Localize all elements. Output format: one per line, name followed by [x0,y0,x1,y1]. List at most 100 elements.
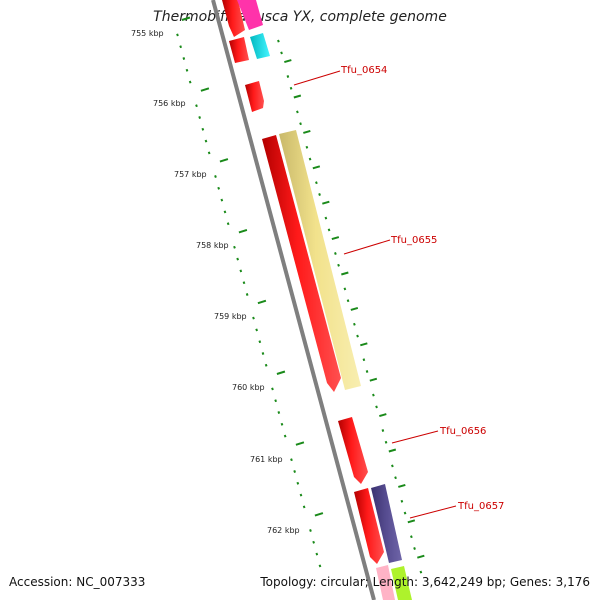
minor-tick [188,80,192,84]
minor-tick [195,104,198,108]
minor-tick [274,399,277,403]
minor-tick [296,110,299,114]
minor-tick [179,45,182,49]
tick-label-group: 755 kbp 756 kbp 757 kbp 758 kbp 759 kbp … [131,29,300,535]
tick-label: 759 kbp [214,312,247,321]
major-tick [322,200,330,205]
minor-tick [214,175,217,178]
tick-ruler [176,16,324,568]
minor-tick [305,145,309,149]
major-tick [200,87,210,92]
leader-line [293,70,341,86]
gene-label-tfu-0655[interactable]: Tfu_0655 [390,235,437,246]
minor-tick [413,547,416,550]
major-tick [284,59,292,64]
major-tick [388,448,397,453]
gene-label-tfu-0656[interactable]: Tfu_0656 [439,426,486,437]
gene-feature[interactable] [250,33,270,59]
minor-tick [255,328,258,332]
gene-feature[interactable] [376,565,395,600]
minor-tick [236,257,239,261]
minor-tick [261,352,265,355]
tick-label: 762 kbp [267,526,300,535]
minor-tick [207,151,211,155]
accession-text: Accession: NC_007333 [9,575,146,589]
gene-feature[interactable] [338,417,368,484]
major-tick [257,299,267,305]
minor-tick [356,334,359,338]
major-tick [276,370,286,375]
minor-tick [375,405,378,409]
minor-tick [315,181,318,185]
minor-tick [223,210,227,214]
gene-feature[interactable] [262,135,341,392]
minor-tick [346,299,350,303]
minor-tick [337,263,340,267]
minor-tick [384,440,388,444]
minor-tick [220,198,224,202]
minor-tick [309,529,312,532]
major-tick [369,377,378,382]
major-tick [312,165,321,170]
minor-tick [318,564,322,568]
gene-label-tfu-0654[interactable]: Tfu_0654 [340,65,387,76]
minor-tick [391,464,394,468]
gene-feature[interactable] [279,130,361,390]
minor-tick [327,228,331,232]
gene-annotations: Tfu_0654 Tfu_0655 Tfu_0656 Tfu_0657 [293,65,504,519]
minor-tick [182,57,186,60]
minor-tick [362,358,366,362]
minor-tick [394,476,397,480]
minor-tick [271,387,274,391]
major-tick [398,483,406,488]
minor-tick [217,186,220,190]
minor-tick [242,281,246,285]
minor-tick [365,370,369,373]
major-tick [293,94,302,99]
minor-tick [372,393,375,397]
genome-backbone [211,0,376,600]
tick-label: 761 kbp [250,455,283,464]
minor-tick [334,252,337,255]
leader-line [409,505,457,519]
minor-tick [264,363,268,367]
gene-label-tfu-0657[interactable]: Tfu_0657 [457,501,504,512]
minor-tick [204,139,208,143]
minor-tick [419,570,423,574]
tick-label: 758 kbp [196,241,229,250]
major-tick [360,342,368,347]
feature-track [222,0,412,600]
leader-line [343,239,391,255]
major-tick [331,236,340,241]
major-tick [181,16,191,21]
minor-tick [286,75,290,78]
minor-tick [245,293,249,296]
minor-tick [226,222,230,226]
gene-feature[interactable] [237,0,263,30]
gene-feature[interactable] [371,484,402,563]
gene-feature[interactable] [245,81,264,112]
minor-tick [296,481,300,485]
leader-line [391,430,439,444]
gene-feature[interactable] [229,37,249,63]
major-tick [417,554,425,559]
gene-feature[interactable] [391,566,412,600]
minor-tick [290,458,293,462]
minor-tick [176,33,179,37]
minor-tick [233,245,236,249]
minor-tick [318,193,321,196]
topology-text: Topology: circular; Length: 3,642,249 bp… [260,575,590,589]
gene-feature[interactable] [354,488,384,564]
minor-tick [289,86,293,90]
major-tick [350,306,359,311]
minor-tick [185,68,189,72]
major-tick [314,512,324,517]
gene-feature[interactable] [222,0,245,37]
minor-tick [324,216,328,220]
minor-tick [299,493,303,497]
tick-label: 755 kbp [131,29,164,38]
minor-tick [308,157,312,161]
major-tick [303,129,311,134]
minor-tick [381,429,385,432]
